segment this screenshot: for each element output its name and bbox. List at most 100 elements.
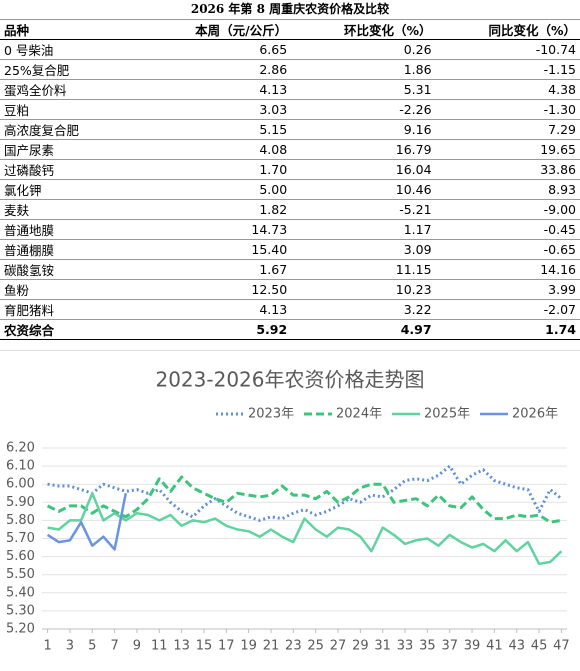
table-row: 育肥猪料 4.13 3.22 -2.07 (0, 299, 580, 320)
chart: 2023-2026年农资价格走势图 5.20 5.30 5.40 5.50 5.60 5.… (0, 350, 580, 654)
table-cell: 育肥猪料 (0, 299, 147, 320)
table-cell: 农资综合 (0, 318, 147, 340)
table-row: 0 号柴油 6.65 0.26 -10.74 (0, 39, 580, 60)
y-tick-label: 5.30 (6, 603, 35, 618)
price-table: 2026 年第 8 周重庆农资价格及比较 品种 本周（元/公斤） 环比变化（%） 同比… (0, 0, 580, 340)
x-tick-label: 23 (285, 639, 302, 654)
y-tick-label: 5.50 (6, 567, 35, 582)
x-tick-label: 19 (240, 639, 257, 654)
table-cell: 0.26 (291, 39, 436, 60)
legend-label: 2026年 (512, 407, 558, 422)
table-cell: 同比变化（%） (435, 19, 580, 40)
x-tick-label: 41 (486, 639, 503, 654)
x-tick-label: 29 (352, 639, 369, 654)
table-cell: 4.97 (291, 318, 436, 340)
table-cell: 普通地膜 (0, 219, 147, 240)
table-cell: 本周（元/公斤） (146, 19, 292, 40)
x-tick-label: 45 (531, 639, 548, 654)
table-row: 氯化钾 5.00 10.46 8.93 (0, 179, 580, 200)
legend-label: 2023年 (248, 407, 294, 422)
table-cell: 1.70 (146, 159, 292, 180)
table-row: 国产尿素 4.08 16.79 19.65 (0, 139, 580, 160)
legend-label: 2024年 (336, 407, 382, 422)
table-cell: 过磷酸钙 (0, 159, 147, 180)
table-cell: 14.16 (435, 259, 580, 280)
table-cell: 豆粕 (0, 99, 147, 120)
table-cell: -10.74 (435, 39, 580, 60)
table-cell: 25%复合肥 (0, 59, 147, 80)
table-row: 蛋鸡全价料 4.13 5.31 4.38 (0, 79, 580, 100)
x-tick-label: 35 (419, 639, 436, 654)
table-cell: 10.23 (291, 279, 436, 300)
table-cell: -0.45 (435, 219, 580, 240)
table-cell: 1.82 (146, 199, 292, 220)
table-cell: 国产尿素 (0, 139, 147, 160)
table-cell: 8.93 (435, 179, 580, 200)
table-cell: 3.03 (146, 99, 292, 120)
table-cell: 6.65 (146, 39, 292, 60)
table-cell: -0.65 (435, 239, 580, 260)
x-tick-label: 25 (307, 639, 324, 654)
table-cell: 0 号柴油 (0, 39, 147, 60)
table-cell: 12.50 (146, 279, 292, 300)
table-row: 普通地膜 14.73 1.17 -0.45 (0, 219, 580, 240)
y-tick-label: 6.10 (6, 459, 35, 474)
table-cell: 4.08 (146, 139, 292, 160)
table-cell: 11.15 (291, 259, 436, 280)
table-cell: 14.73 (146, 219, 292, 240)
table-row: 麦麸 1.82 -5.21 -9.00 (0, 199, 580, 220)
series-line (46, 475, 562, 524)
x-tick-label: 37 (441, 639, 458, 654)
table-cell: 4.13 (146, 299, 292, 320)
table-cell: 7.29 (435, 119, 580, 140)
table-cell: 16.04 (291, 159, 436, 180)
table-cell: -5.21 (291, 199, 436, 220)
table-cell: 麦麸 (0, 199, 147, 220)
table-cell: -1.15 (435, 59, 580, 80)
y-tick-label: 5.60 (6, 549, 35, 564)
x-tick-label: 47 (553, 639, 570, 654)
table-row: 高浓度复合肥 5.15 9.16 7.29 (0, 119, 580, 140)
table-cell: 1.17 (291, 219, 436, 240)
series-line (47, 464, 563, 522)
x-tick-label: 5 (88, 639, 96, 654)
legend-label: 2025年 (424, 407, 470, 422)
x-tick-label: 9 (133, 639, 141, 654)
x-tick-label: 17 (218, 639, 235, 654)
y-tick-label: 5.70 (6, 531, 35, 546)
x-tick-label: 39 (464, 639, 481, 654)
table-row: 25%复合肥 2.86 1.86 -1.15 (0, 59, 580, 80)
y-tick-label: 6.00 (6, 477, 35, 492)
table-cell: 3.09 (291, 239, 436, 260)
table-cell: 4.38 (435, 79, 580, 100)
table-cell: 19.65 (435, 139, 580, 160)
table-row: 鱼粉 12.50 10.23 3.99 (0, 279, 580, 300)
y-tick-label: 6.20 (6, 441, 35, 456)
table-row: 过磷酸钙 1.70 16.04 33.86 (0, 159, 580, 180)
x-tick-label: 11 (151, 639, 168, 654)
y-tick-label: 5.40 (6, 585, 35, 600)
table-cell: 5.92 (146, 318, 292, 340)
table-row: 豆粕 3.03 -2.26 -1.30 (0, 99, 580, 120)
table-cell: 4.13 (146, 79, 292, 100)
x-tick-label: 43 (508, 639, 525, 654)
table-cell: 高浓度复合肥 (0, 119, 147, 140)
table-cell: -9.00 (435, 199, 580, 220)
table-cell: 1.67 (146, 259, 292, 280)
x-tick-label: 1 (43, 639, 51, 654)
table-cell: 33.86 (435, 159, 580, 180)
table-cell: 品种 (0, 19, 147, 40)
table-cell: -1.30 (435, 99, 580, 120)
table-cell: 环比变化（%） (291, 19, 436, 40)
y-tick-label: 5.90 (6, 495, 35, 510)
series-line (47, 492, 563, 566)
table-cell: 15.40 (146, 239, 292, 260)
table-cell: 5.31 (291, 79, 436, 100)
table-row: 碳酸氢铵 1.67 11.15 14.16 (0, 259, 580, 280)
y-tick-label: 5.20 (6, 622, 35, 637)
table-cell: 碳酸氢铵 (0, 259, 147, 280)
table-cell: 5.15 (146, 119, 292, 140)
table-cell: -2.07 (435, 299, 580, 320)
x-tick-label: 21 (263, 639, 280, 654)
